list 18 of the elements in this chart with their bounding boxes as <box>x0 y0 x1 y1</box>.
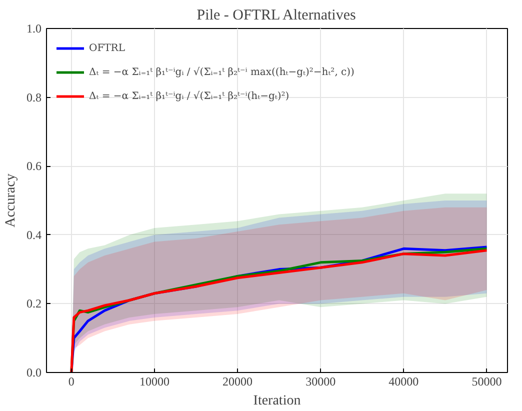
x-tick-label: 50000 <box>472 374 502 388</box>
legend-label: Δₜ = −α Σᵢ₌₁ᵗ β₁ᵗ⁻ⁱgᵢ / √(Σᵢ₌₁ᵗ β₂ᵗ⁻ⁱ max((hₜ−gₜ)²−hₜ², c)) <box>89 66 354 78</box>
x-axis-title: Iteration <box>253 394 301 408</box>
chart-title: Pile - OFTRL Alternatives <box>196 8 356 24</box>
y-tick-label: 0.2 <box>26 296 42 311</box>
y-tick-label: 0.4 <box>26 228 42 242</box>
y-axis-title: Accuracy <box>4 174 18 228</box>
y-tick-label: 0.8 <box>26 90 42 104</box>
x-tick-label: 30000 <box>306 374 336 388</box>
legend-label: OFTRL <box>89 42 125 54</box>
x-tick-label: 40000 <box>388 374 419 388</box>
legend-label: Δₜ = −α Σᵢ₌₁ᵗ β₁ᵗ⁻ⁱgᵢ / √(Σᵢ₌₁ᵗ β₂ᵗ⁻ⁱ(hₜ−gₜ)²) <box>89 90 290 102</box>
y-tick-label: 0.0 <box>26 366 42 380</box>
y-tick-label: 1.0 <box>26 22 42 36</box>
y-tick-label: 0.6 <box>26 159 42 174</box>
x-tick-label: 0 <box>68 374 74 388</box>
x-tick-label: 10000 <box>139 374 170 388</box>
x-tick-label: 20000 <box>222 374 253 388</box>
